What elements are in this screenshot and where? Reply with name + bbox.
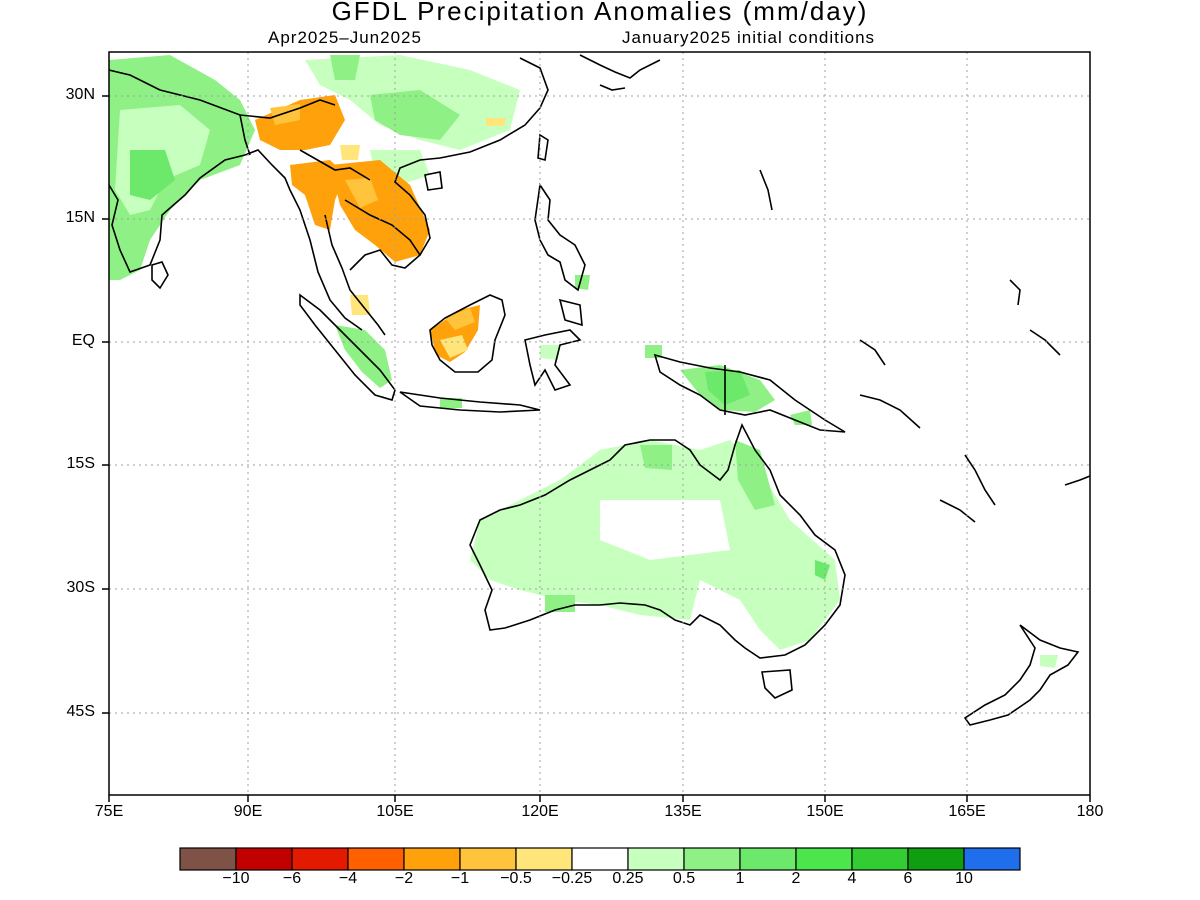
lon-label-150e: 150E <box>806 803 844 820</box>
colorbar-label: −0.25 <box>551 870 593 887</box>
colorbar-label: −0.5 <box>500 870 532 887</box>
forecast-period: Apr2025–Jun2025 <box>268 28 422 47</box>
colorbar-label: 0.5 <box>672 870 696 887</box>
lon-label-135e: 135E <box>664 803 702 820</box>
colorbar-label: −4 <box>338 870 358 887</box>
colorbar-label: 6 <box>903 870 913 887</box>
colorbar-label: 2 <box>791 870 801 887</box>
map-frame <box>108 51 1091 796</box>
colorbar-label: 4 <box>847 870 857 887</box>
colorbar-label: −2 <box>394 870 414 887</box>
lon-label-180: 180 <box>1076 803 1104 820</box>
lat-label-15s: 15S <box>66 455 95 472</box>
lon-label-105e: 105E <box>376 803 414 820</box>
grid-lines <box>109 52 1090 795</box>
initial-conditions: January2025 initial conditions <box>622 28 876 47</box>
colorbar-label: −6 <box>282 870 302 887</box>
anomaly-shading <box>109 55 1058 668</box>
colorbar-label: −10 <box>222 870 250 887</box>
colorbar-label: 1 <box>735 870 745 887</box>
coastlines <box>109 54 1090 726</box>
colorbar-label: −1 <box>450 870 470 887</box>
lat-label-30s: 30S <box>66 579 95 596</box>
lat-label-45s: 45S <box>66 703 95 720</box>
lat-label-15n: 15N <box>65 209 95 226</box>
colorbar-label: 10 <box>955 870 973 887</box>
lat-label-eq: EQ <box>71 332 95 349</box>
lon-label-165e: 165E <box>948 803 986 820</box>
lon-label-120e: 120E <box>521 803 559 820</box>
lon-label-90e: 90E <box>233 803 263 820</box>
colorbar-label: 0.25 <box>612 870 644 887</box>
tick-marks <box>102 95 1091 802</box>
map-area <box>109 52 1090 795</box>
lon-label-75e: 75E <box>94 803 124 820</box>
lat-label-30n: 30N <box>65 86 95 103</box>
map-title: GFDL Precipitation Anomalies (mm/day) <box>331 0 869 26</box>
